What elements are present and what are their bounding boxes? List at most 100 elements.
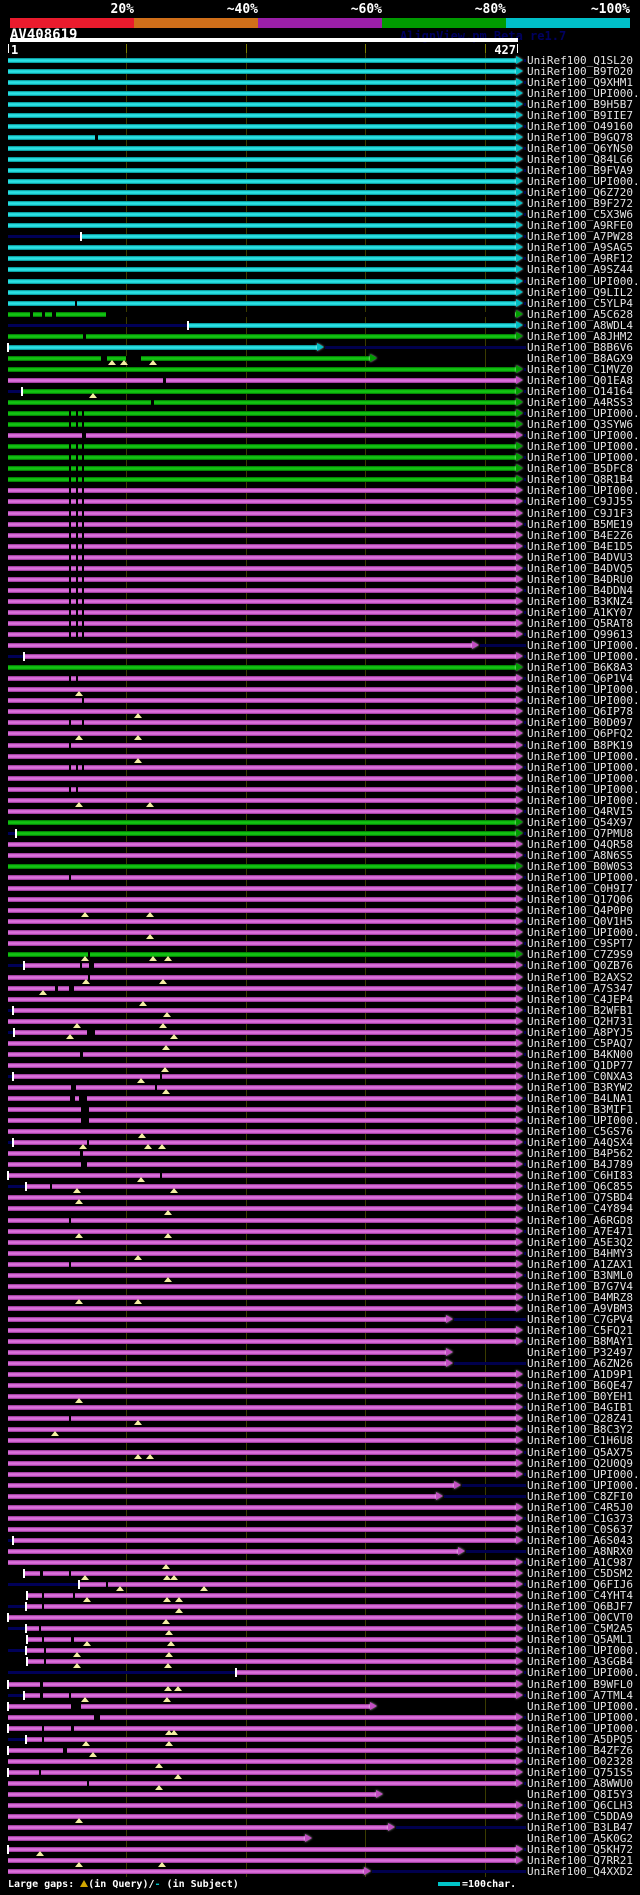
subject-label[interactable]: UniRef100_O49160 [527,119,633,133]
alignment-bar[interactable] [8,1758,517,1764]
alignment-bar[interactable] [8,344,318,350]
alignment-bar[interactable] [8,764,517,770]
subject-label[interactable]: UniRef100_UPI000.. [527,429,640,443]
alignment-bar[interactable] [8,57,517,63]
subject-label[interactable]: UniRef100_C1H6U8 [527,1434,633,1448]
subject-label[interactable]: UniRef100_Q54X97 [527,815,633,829]
subject-label[interactable]: UniRef100_UPI000.. [527,440,640,454]
alignment-bar[interactable] [25,1648,517,1654]
subject-label[interactable]: UniRef100_B4E2Z6 [527,528,633,542]
alignment-bar[interactable] [27,1659,517,1665]
alignment-bar[interactable] [8,157,517,163]
subject-label[interactable]: UniRef100_Q8R1B4 [527,473,633,487]
subject-label[interactable]: UniRef100_UPI000.. [527,1644,640,1658]
subject-label[interactable]: UniRef100_Q4XXD2 [527,1865,633,1879]
subject-label[interactable]: UniRef100_Q7PMU8 [527,826,633,840]
alignment-bar[interactable] [8,90,517,96]
alignment-bar[interactable] [8,875,517,881]
subject-label[interactable]: UniRef100_O02328 [527,1754,633,1768]
subject-label[interactable]: UniRef100_Q1SL20 [527,53,633,67]
alignment-bar[interactable] [236,1670,517,1676]
subject-label[interactable]: UniRef100_UPI000.. [527,771,640,785]
subject-label[interactable]: UniRef100_C1MVZ0 [527,362,633,376]
alignment-bar[interactable] [8,377,517,383]
subject-label[interactable]: UniRef100_A4RSS3 [527,396,633,410]
subject-label[interactable]: UniRef100_C4YHT4 [527,1589,633,1603]
alignment-bar[interactable] [8,1681,517,1687]
subject-label[interactable]: UniRef100_A9RF12 [527,252,633,266]
alignment-bar[interactable] [8,1118,517,1124]
alignment-bar[interactable] [8,930,517,936]
subject-label[interactable]: UniRef100_A1ZAX1 [527,1257,633,1271]
alignment-bar[interactable] [23,963,517,969]
subject-label[interactable]: UniRef100_A8WDL4 [527,318,633,332]
alignment-bar[interactable] [8,1283,517,1289]
subject-label[interactable]: UniRef100_B0D097 [527,716,633,730]
alignment-bar[interactable] [8,245,517,251]
alignment-bar[interactable] [8,919,517,925]
subject-label[interactable]: UniRef100_Q1DP77 [527,1058,633,1072]
alignment-bar[interactable] [8,985,517,991]
subject-label[interactable]: UniRef100_UPI000.. [527,274,640,288]
subject-label[interactable]: UniRef100_Q99613 [527,628,633,642]
alignment-bar[interactable] [8,687,517,693]
alignment-bar[interactable] [8,333,517,339]
alignment-bar[interactable] [8,355,372,361]
subject-label[interactable]: UniRef100_B7G7V4 [527,1279,633,1293]
subject-label[interactable]: UniRef100_UPI000.. [527,760,640,774]
subject-label[interactable]: UniRef100_A7E471 [527,1224,633,1238]
alignment-bar[interactable] [8,1869,366,1875]
alignment-bar[interactable] [8,643,473,649]
subject-label[interactable]: UniRef100_UPI000.. [527,484,640,498]
alignment-bar[interactable] [8,123,517,129]
subject-label[interactable]: UniRef100_A1C987 [527,1555,633,1569]
alignment-bar[interactable] [8,1515,517,1521]
subject-label[interactable]: UniRef100_A8N6S5 [527,848,633,862]
subject-label[interactable]: UniRef100_Q5RAT8 [527,617,633,630]
subject-label[interactable]: UniRef100_C5GS76 [527,1125,633,1139]
alignment-bar[interactable] [8,278,517,284]
alignment-bar[interactable] [8,1449,517,1455]
subject-label[interactable]: UniRef100_UPI000.. [527,175,640,189]
subject-label[interactable]: UniRef100_C5PAQ7 [527,1036,633,1050]
alignment-bar[interactable] [8,797,517,803]
alignment-bar[interactable] [8,1350,447,1356]
subject-label[interactable]: UniRef100_UPI000.. [527,793,640,807]
alignment-bar[interactable] [8,621,517,626]
alignment-bar[interactable] [8,786,517,792]
alignment-bar[interactable] [8,1548,459,1554]
subject-label[interactable]: UniRef100_Q6YNS0 [527,141,633,155]
subject-label[interactable]: UniRef100_Q84LG6 [527,153,633,167]
subject-label[interactable]: UniRef100_Q4QR58 [527,837,633,851]
subject-label[interactable]: UniRef100_C6HI83 [527,1169,633,1183]
alignment-bar[interactable] [8,753,517,759]
subject-label[interactable]: UniRef100_C0NXA3 [527,1069,633,1083]
alignment-bar[interactable] [8,1725,517,1731]
subject-label[interactable]: UniRef100_UPI000.. [527,451,640,465]
alignment-bar[interactable] [8,698,517,704]
subject-label[interactable]: UniRef100_UPI000.. [527,749,640,763]
alignment-bar[interactable] [8,168,517,174]
alignment-bar[interactable] [27,1637,517,1643]
alignment-bar[interactable] [8,775,517,781]
alignment-bar[interactable] [8,145,517,151]
alignment-bar[interactable] [25,1736,517,1742]
alignment-bar[interactable] [25,1184,517,1190]
subject-label[interactable]: UniRef100_B4DVU3 [527,550,633,564]
subject-label[interactable]: UniRef100_A7TML4 [527,1688,633,1702]
subject-label[interactable]: UniRef100_C7GPV4 [527,1312,633,1326]
subject-label[interactable]: UniRef100_UPI000.. [527,1114,640,1128]
subject-label[interactable]: UniRef100_B9T020 [527,64,633,78]
subject-label[interactable]: UniRef100_B8AGX9 [527,351,633,365]
alignment-bar[interactable] [8,864,517,870]
alignment-bar[interactable] [8,1383,517,1389]
subject-label[interactable]: UniRef100_A1KY07 [527,605,633,619]
subject-label[interactable]: UniRef100_A3GGB4 [527,1655,633,1669]
subject-label[interactable]: UniRef100_B8C3Y2 [527,1423,633,1437]
subject-label[interactable]: UniRef100_B9WFL0 [527,1677,633,1691]
subject-label[interactable]: UniRef100_C7Z9S9 [527,948,633,962]
subject-label[interactable]: UniRef100_B4J789 [527,1158,633,1172]
alignment-bar[interactable] [8,1427,517,1433]
alignment-bar[interactable] [8,1394,517,1400]
subject-label[interactable]: UniRef100_Q6Z720 [527,186,633,200]
